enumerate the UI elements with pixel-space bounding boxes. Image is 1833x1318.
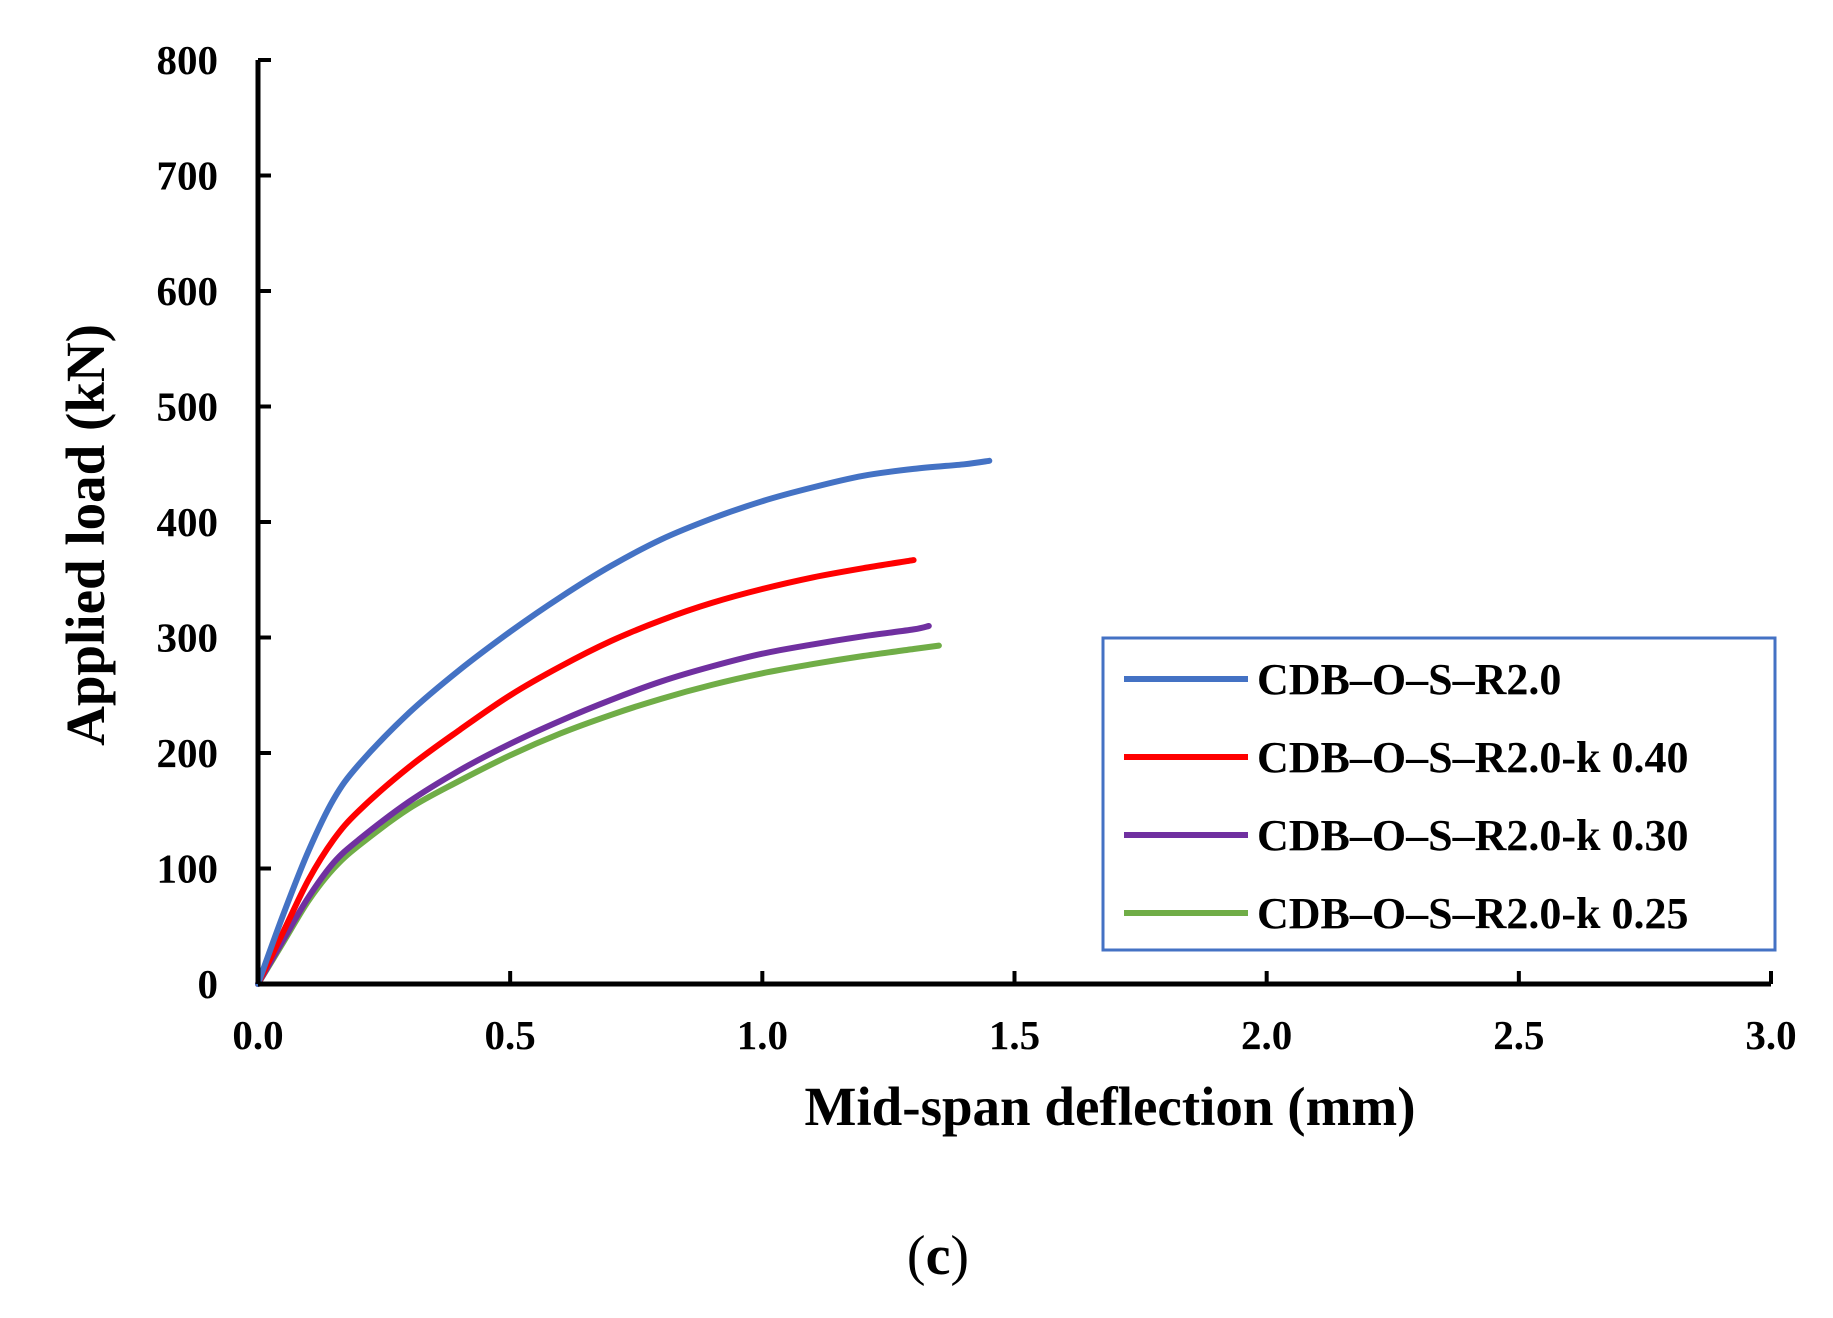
legend-box — [1101, 636, 1777, 952]
legend-label: CDB–O–S–R2.0 — [1257, 655, 1561, 704]
x-tick-label: 3.0 — [1745, 1012, 1796, 1058]
series-line — [255, 623, 932, 987]
x-axis-title: Mid-span deflection (mm) — [804, 1076, 1415, 1137]
plot-lines — [255, 457, 993, 987]
legend: CDB–O–S–R2.0 CDB–O–S–R2.0-k 0.40 CDB–O–S–R… — [1101, 636, 1777, 952]
figure-caption: (c) — [907, 1225, 969, 1287]
legend-label: CDB–O–S–R2.0-k 0.30 — [1257, 811, 1689, 860]
legend-label: CDB–O–S–R2.0-k 0.25 — [1257, 889, 1689, 938]
x-tick-label: 2.0 — [1241, 1012, 1292, 1058]
series-line — [255, 642, 942, 987]
y-axis-title: Applied load (kN) — [55, 324, 116, 746]
series-line — [255, 557, 917, 987]
x-ticks: 0.0 0.5 1.0 1.5 2.0 2.5 3.0 — [232, 971, 1797, 1058]
y-tick-label: 0 — [198, 961, 219, 1007]
x-tick-label: 1.0 — [737, 1012, 788, 1058]
y-tick-label: 600 — [157, 268, 219, 314]
y-tick-label: 500 — [157, 384, 219, 430]
y-tick-label: 300 — [157, 615, 219, 661]
y-ticks: 0 100 200 300 400 500 600 700 800 — [157, 37, 271, 1007]
y-tick-label: 800 — [157, 37, 219, 83]
caption-letter: c — [926, 1225, 951, 1287]
x-tick-label: 1.5 — [989, 1012, 1040, 1058]
y-tick-label: 400 — [157, 499, 219, 545]
y-tick-label: 200 — [157, 730, 219, 776]
y-tick-label: 100 — [157, 846, 219, 892]
x-tick-label: 0.5 — [485, 1012, 536, 1058]
legend-items: CDB–O–S–R2.0 CDB–O–S–R2.0-k 0.40 CDB–O–S–R… — [1124, 655, 1689, 938]
legend-label: CDB–O–S–R2.0-k 0.40 — [1257, 733, 1689, 782]
y-tick-label: 700 — [157, 153, 219, 199]
series-line — [255, 457, 993, 987]
x-tick-label: 0.0 — [232, 1012, 283, 1058]
x-tick-label: 2.5 — [1493, 1012, 1544, 1058]
caption-close-paren: ) — [950, 1225, 969, 1287]
caption-open-paren: ( — [907, 1225, 926, 1287]
